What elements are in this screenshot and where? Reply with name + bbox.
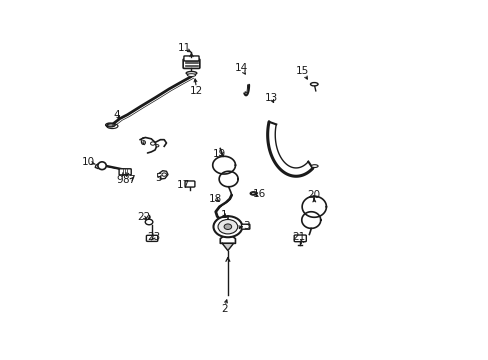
Polygon shape <box>222 243 233 251</box>
Text: 13: 13 <box>264 93 278 103</box>
Text: 16: 16 <box>252 189 265 199</box>
Circle shape <box>213 216 242 237</box>
Circle shape <box>150 142 155 145</box>
Text: 22: 22 <box>137 212 150 222</box>
Text: 17: 17 <box>176 180 189 190</box>
Text: 19: 19 <box>212 149 225 158</box>
Text: 21: 21 <box>292 232 305 242</box>
Circle shape <box>218 220 237 234</box>
Text: 9: 9 <box>116 175 123 185</box>
Circle shape <box>156 145 159 147</box>
Text: 2: 2 <box>220 304 227 314</box>
Ellipse shape <box>251 192 255 194</box>
Text: 10: 10 <box>81 157 95 167</box>
Text: 20: 20 <box>307 190 320 200</box>
Ellipse shape <box>98 162 106 170</box>
Circle shape <box>162 173 166 176</box>
Text: 7: 7 <box>128 175 134 185</box>
FancyBboxPatch shape <box>184 181 195 187</box>
Ellipse shape <box>107 124 113 126</box>
FancyBboxPatch shape <box>294 235 305 242</box>
Text: 1: 1 <box>220 210 227 220</box>
Text: 15: 15 <box>296 67 309 76</box>
FancyBboxPatch shape <box>183 59 200 68</box>
Text: 6: 6 <box>139 136 145 147</box>
Circle shape <box>224 224 231 229</box>
Ellipse shape <box>310 82 317 86</box>
FancyBboxPatch shape <box>241 224 249 229</box>
FancyBboxPatch shape <box>146 235 158 242</box>
Text: 23: 23 <box>147 232 160 242</box>
Ellipse shape <box>250 192 257 195</box>
Text: 8: 8 <box>122 175 129 185</box>
Ellipse shape <box>187 74 195 76</box>
Ellipse shape <box>105 123 115 127</box>
FancyBboxPatch shape <box>119 169 131 175</box>
Text: 18: 18 <box>209 194 222 204</box>
Text: 12: 12 <box>190 86 203 96</box>
Ellipse shape <box>186 72 196 75</box>
Text: 5: 5 <box>155 174 162 184</box>
Text: 3: 3 <box>243 221 250 231</box>
Circle shape <box>145 219 153 225</box>
Text: 4: 4 <box>114 110 120 120</box>
FancyBboxPatch shape <box>183 56 199 61</box>
Text: 11: 11 <box>177 43 190 53</box>
Ellipse shape <box>311 165 318 167</box>
Text: 14: 14 <box>234 63 247 73</box>
